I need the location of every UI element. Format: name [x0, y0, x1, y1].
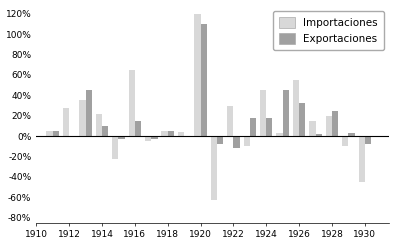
Bar: [129, 70, 135, 136]
Bar: [211, 136, 217, 200]
Bar: [326, 116, 332, 136]
Bar: [244, 136, 250, 146]
Bar: [309, 121, 316, 136]
Bar: [96, 114, 102, 136]
Bar: [135, 121, 141, 136]
Bar: [86, 90, 92, 136]
Bar: [299, 103, 305, 136]
Bar: [112, 136, 118, 159]
Bar: [316, 134, 322, 136]
Bar: [151, 136, 158, 139]
Bar: [194, 14, 201, 136]
Bar: [162, 131, 168, 136]
Bar: [359, 136, 365, 182]
Bar: [332, 110, 338, 136]
Bar: [293, 80, 299, 136]
Bar: [283, 90, 289, 136]
Bar: [342, 136, 348, 146]
Bar: [217, 136, 223, 144]
Bar: [63, 108, 69, 136]
Bar: [365, 136, 371, 144]
Bar: [47, 131, 53, 136]
Bar: [79, 100, 86, 136]
Bar: [266, 118, 273, 136]
Bar: [201, 24, 207, 136]
Bar: [227, 106, 233, 136]
Bar: [233, 136, 240, 148]
Bar: [178, 132, 184, 136]
Bar: [53, 131, 59, 136]
Bar: [276, 133, 283, 136]
Legend: Importaciones, Exportaciones: Importaciones, Exportaciones: [273, 11, 384, 50]
Bar: [145, 136, 151, 141]
Bar: [348, 133, 355, 136]
Bar: [168, 131, 174, 136]
Bar: [250, 118, 256, 136]
Bar: [102, 126, 108, 136]
Bar: [260, 90, 266, 136]
Bar: [118, 136, 125, 139]
